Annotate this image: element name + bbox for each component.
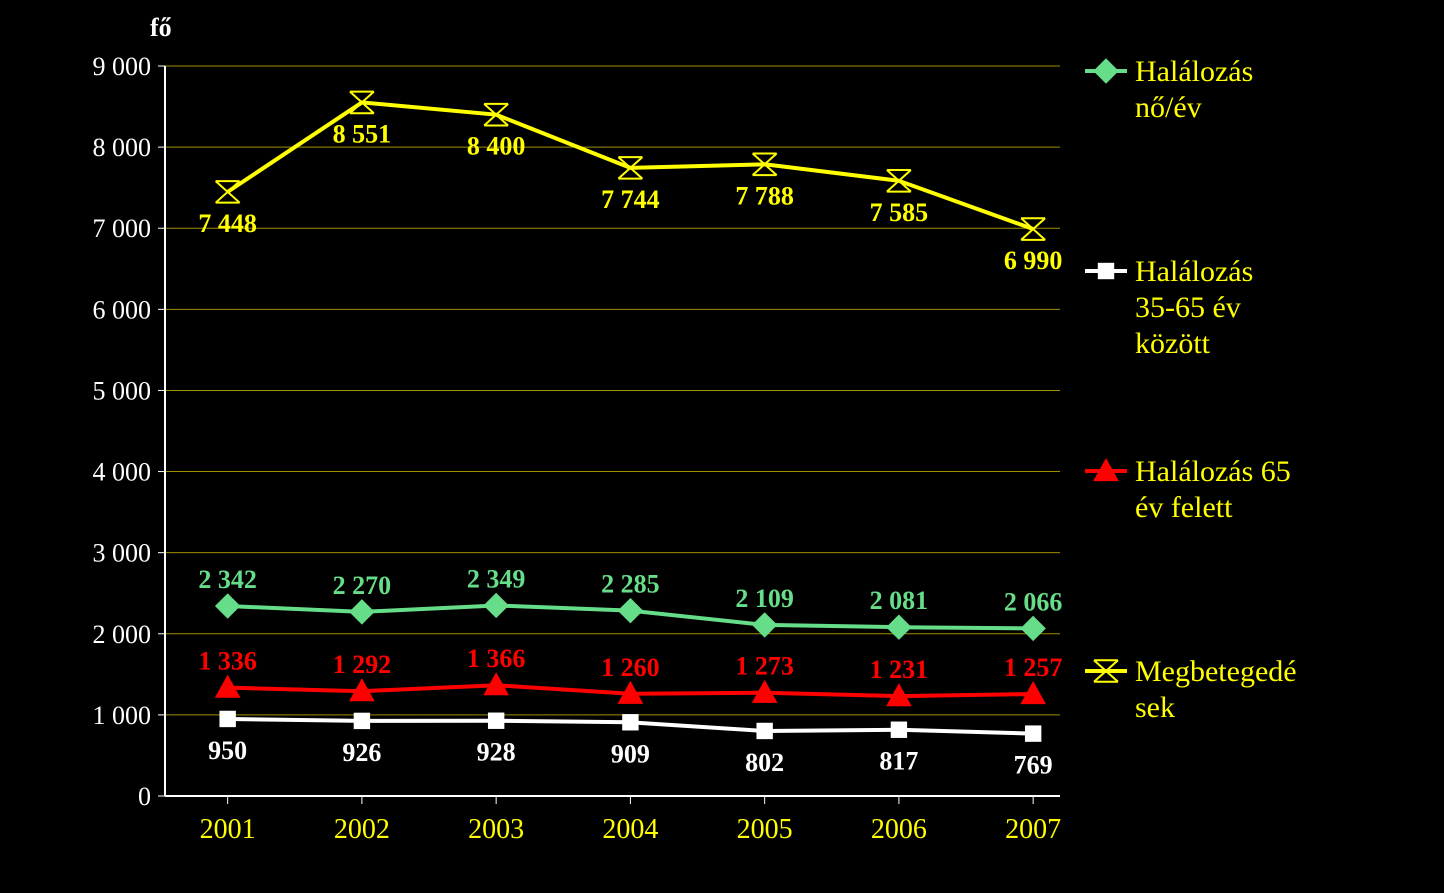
series-marker-halalozas_35_65 [891, 722, 906, 737]
legend-label: között [1135, 327, 1211, 360]
legend-label: 35-65 év [1135, 291, 1241, 324]
data-label-halalozas_no_ev: 2 109 [735, 584, 794, 613]
data-label-halalozas_no_ev: 2 066 [1004, 587, 1063, 616]
data-label-megbetegedesek: 7 744 [601, 185, 660, 214]
data-label-halalozas_no_ev: 2 285 [601, 570, 660, 599]
data-label-halalozas_65_felett: 1 336 [198, 647, 257, 676]
data-label-megbetegedesek: 7 788 [735, 181, 794, 210]
x-tick-label: 2003 [468, 814, 524, 845]
chart-container: 0 1 000 2 000 3 000 4 000 5 000 6 000 7 000 8 00… [0, 0, 1444, 893]
legend-label: Halálozás [1135, 255, 1253, 288]
y-tick-label: 0 [138, 782, 151, 811]
data-label-megbetegedesek: 6 990 [1004, 246, 1063, 275]
y-tick-label: 7 000 [93, 214, 152, 243]
x-tick-label: 2001 [200, 814, 256, 845]
legend-label: Halálozás 65 [1135, 455, 1291, 488]
data-label-halalozas_65_felett: 1 366 [467, 644, 526, 673]
data-label-halalozas_65_felett: 1 292 [333, 650, 392, 679]
x-tick-label: 2005 [737, 814, 793, 845]
series-marker-halalozas_no_ev [887, 615, 911, 639]
legend-label: sek [1135, 691, 1175, 724]
data-label-halalozas_no_ev: 2 342 [198, 565, 257, 594]
data-label-halalozas_35_65: 926 [342, 738, 381, 767]
x-tick-label: 2006 [871, 814, 927, 845]
legend-label: Halálozás [1135, 55, 1253, 88]
series-marker-halalozas_no_ev [484, 593, 508, 617]
data-label-halalozas_65_felett: 1 231 [870, 655, 929, 684]
y-tick-label: 3 000 [93, 539, 152, 568]
y-tick-label: 8 000 [93, 133, 152, 162]
y-tick-label: 2 000 [93, 620, 152, 649]
data-label-halalozas_65_felett: 1 260 [601, 653, 660, 682]
line-chart: 0 1 000 2 000 3 000 4 000 5 000 6 000 7 000 8 00… [0, 0, 1444, 893]
data-label-megbetegedesek: 8 400 [467, 132, 526, 161]
data-label-halalozas_no_ev: 2 349 [467, 564, 526, 593]
x-tick-label: 2004 [602, 814, 658, 845]
data-label-megbetegedesek: 8 551 [333, 119, 392, 148]
data-label-halalozas_35_65: 928 [477, 738, 516, 767]
series-marker-halalozas_no_ev [350, 600, 374, 624]
data-label-halalozas_65_felett: 1 273 [735, 652, 794, 681]
series-marker-halalozas_no_ev [618, 599, 642, 623]
series-marker-halalozas_35_65 [757, 723, 772, 738]
series-marker-halalozas_35_65 [354, 713, 369, 728]
x-tick-label: 2007 [1005, 814, 1061, 845]
y-tick-label: 4 000 [93, 458, 152, 487]
data-label-halalozas_65_felett: 1 257 [1004, 653, 1063, 682]
series-marker-megbetegedesek [216, 181, 240, 203]
data-label-halalozas_35_65: 950 [208, 736, 247, 765]
legend-label: Megbetegedé [1135, 655, 1297, 688]
series-marker-megbetegedesek [1021, 218, 1045, 240]
data-label-halalozas_35_65: 909 [611, 739, 650, 768]
legend-swatch-marker [1098, 263, 1113, 278]
legend-label: év felett [1135, 491, 1233, 524]
y-tick-label: 1 000 [93, 701, 152, 730]
y-tick-label: 6 000 [93, 295, 152, 324]
series-marker-halalozas_35_65 [1025, 726, 1040, 741]
series-marker-halalozas_35_65 [623, 715, 638, 730]
data-label-megbetegedesek: 7 448 [198, 209, 257, 238]
data-label-megbetegedesek: 7 585 [870, 198, 929, 227]
legend-label: nő/év [1135, 91, 1202, 124]
y-axis-title: fő [150, 13, 172, 42]
data-label-halalozas_35_65: 769 [1014, 751, 1053, 780]
series-marker-halalozas_no_ev [216, 594, 240, 618]
legend-swatch-marker [1094, 59, 1118, 83]
x-tick-label: 2002 [334, 814, 390, 845]
data-label-halalozas_35_65: 817 [879, 747, 918, 776]
y-tick-label: 5 000 [93, 376, 152, 405]
series-marker-halalozas_35_65 [220, 711, 235, 726]
series-marker-halalozas_35_65 [488, 713, 503, 728]
y-tick-label: 9 000 [93, 52, 152, 81]
data-label-halalozas_35_65: 802 [745, 748, 784, 777]
data-label-halalozas_no_ev: 2 081 [870, 586, 929, 615]
data-label-halalozas_no_ev: 2 270 [333, 571, 392, 600]
series-marker-halalozas_no_ev [1021, 616, 1045, 640]
